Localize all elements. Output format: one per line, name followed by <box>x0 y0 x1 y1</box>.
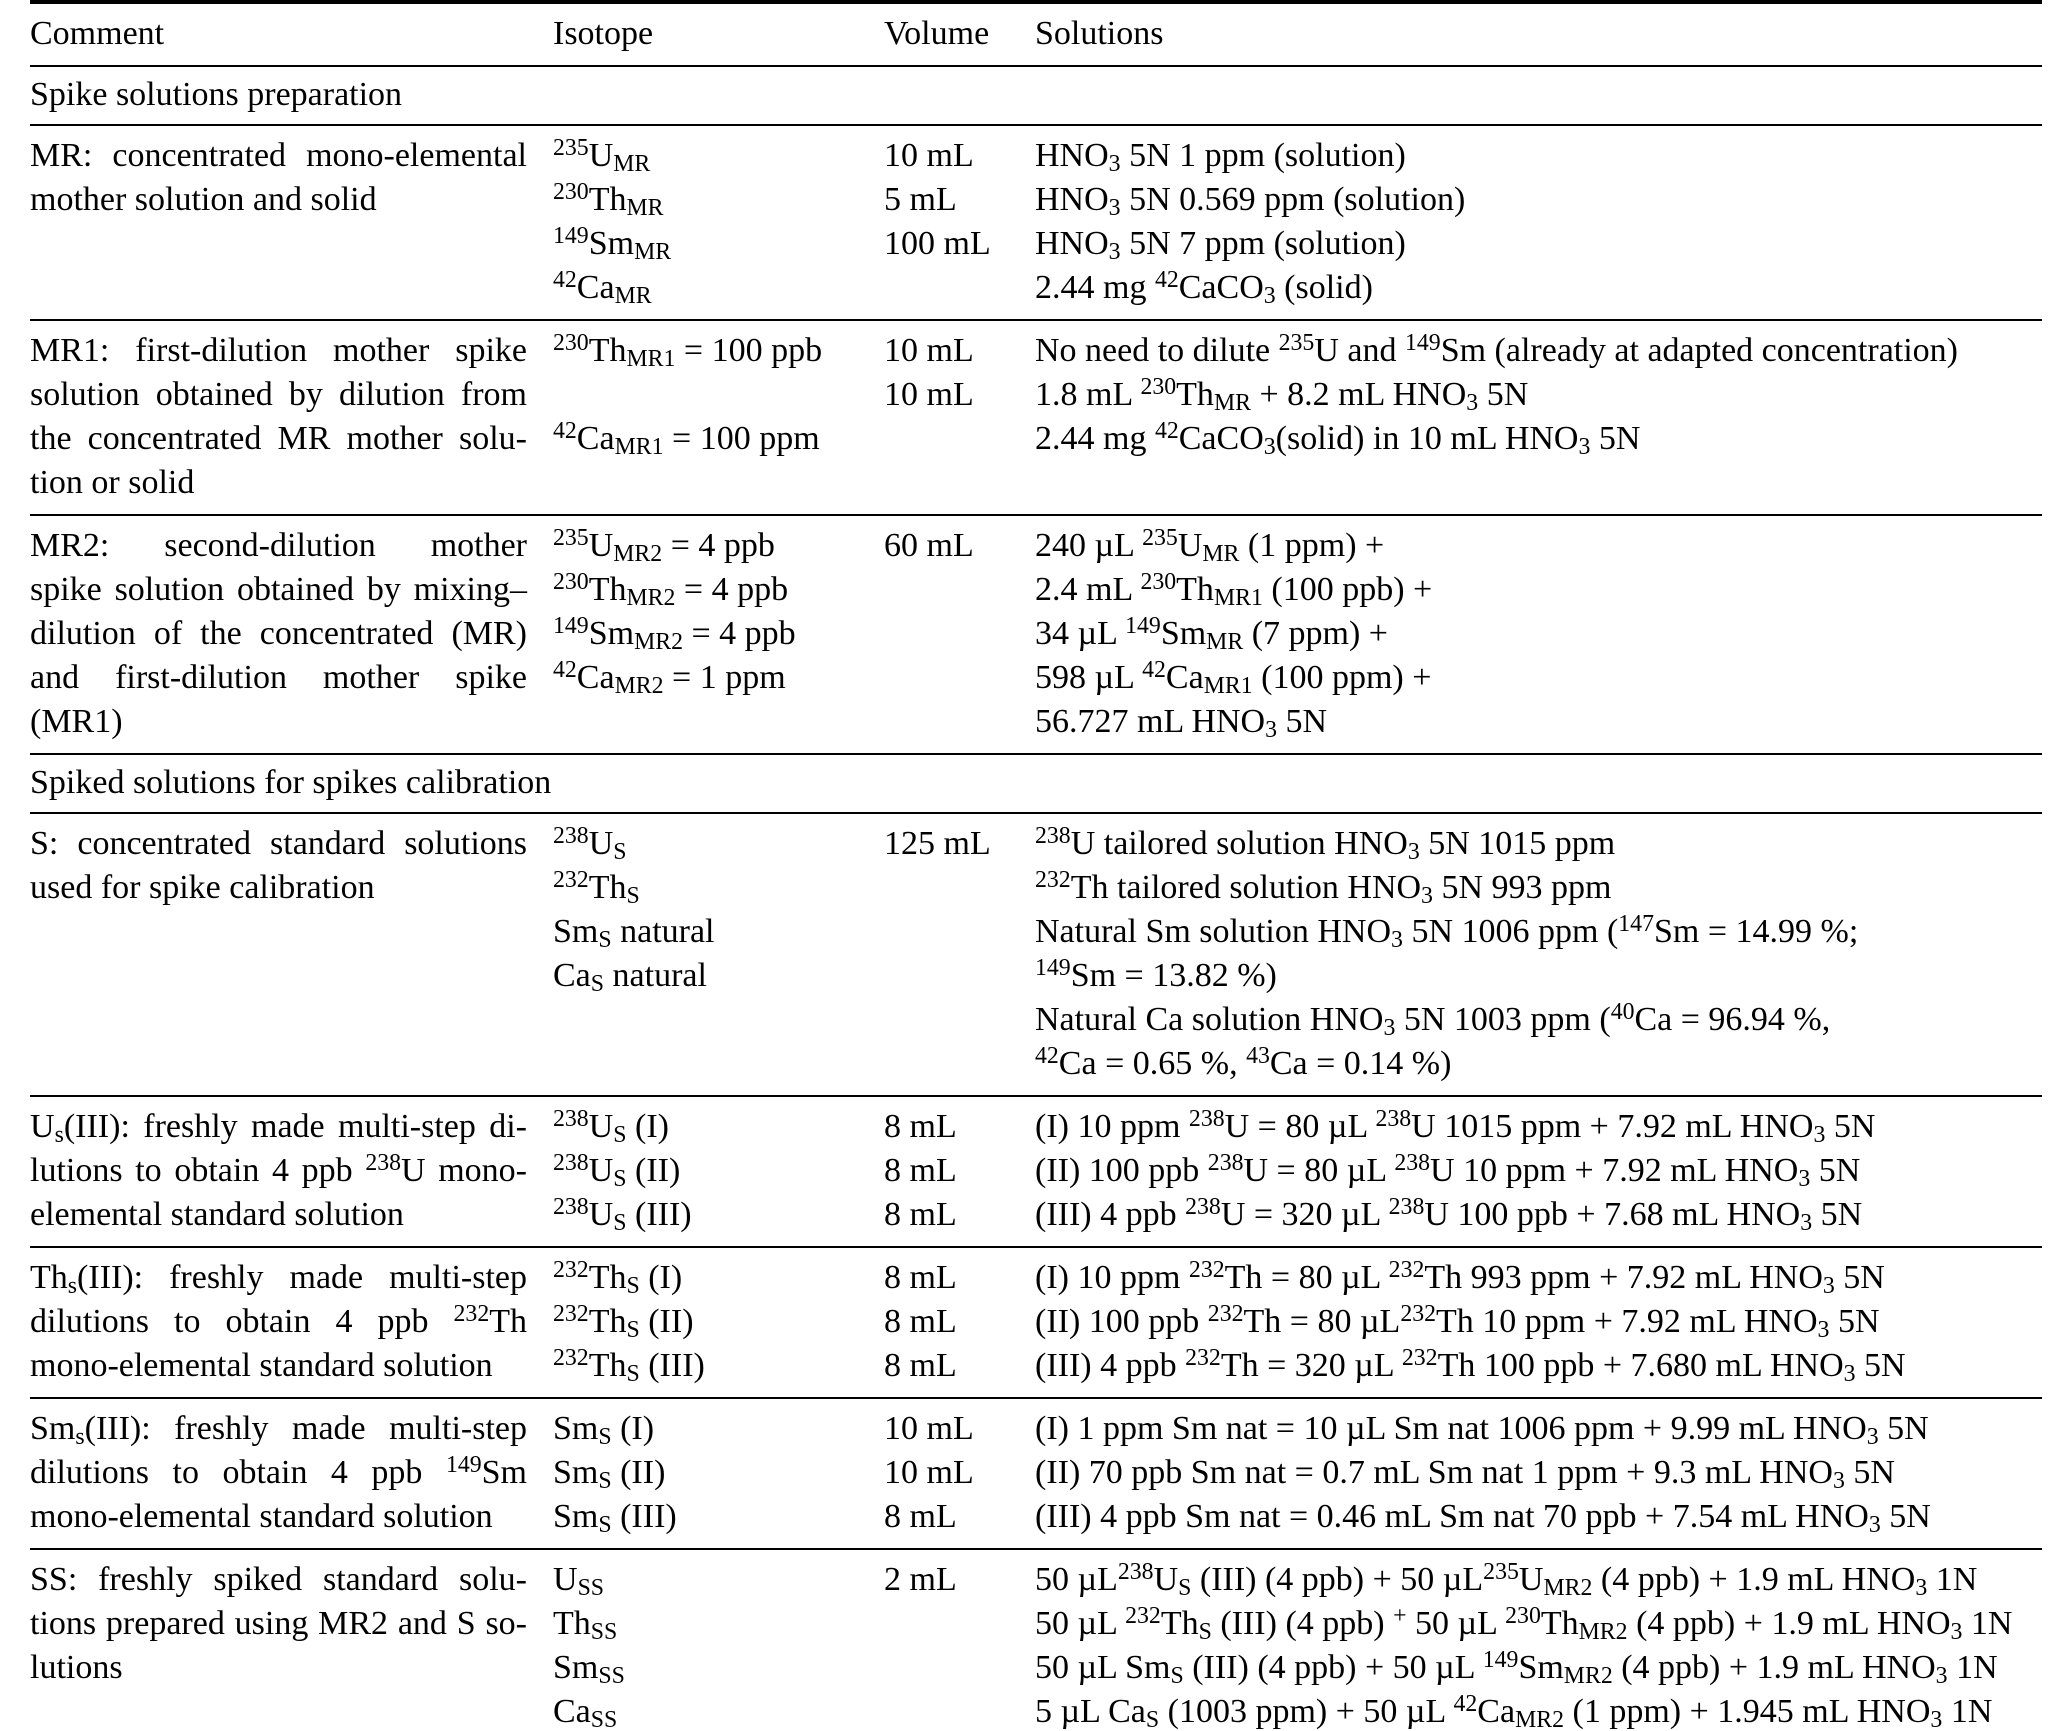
row-volume: 10 mL 5 mL 100 mL <box>884 137 991 262</box>
row-isotope: 238US (I) 238US (II) 238US (III) <box>553 1105 692 1237</box>
row-solutions: (I) 1 ppm Sm nat = 10 µL Sm nat 1006 ppm… <box>1035 1410 1931 1539</box>
row-volume: 60 mL <box>884 527 974 564</box>
row-isotope: SmS (I) SmS (II) SmS (III) <box>553 1410 677 1539</box>
table-row-mr: MR: concentrated mono-elemental mother so… <box>30 125 2042 320</box>
spike-solutions-table: Comment Isotope Volume Solutions Spike s… <box>30 0 2042 1731</box>
row-solutions: (I) 10 ppm 238U = 80 µL 238U 1015 ppm + … <box>1035 1105 1876 1237</box>
row-solutions: 238U tailored solution HNO3 5N 1015 ppm 2… <box>1035 822 1859 1082</box>
table-row-mr2: MR2: second-dilution mother spike solutio… <box>30 515 2042 754</box>
table-row-ths: Ths(III): freshly made multi-step dilutio… <box>30 1247 2042 1398</box>
row-volume: 10 mL 10 mL <box>884 332 974 413</box>
section-row-spikes-calibration: Spiked solutions for spikes calibration <box>30 754 2042 813</box>
table-row-sms: Sms(III): freshly made multi-step dilutio… <box>30 1398 2042 1549</box>
row-volume: 10 mL 10 mL 8 mL <box>884 1410 974 1535</box>
row-comment: MR1: first-dilution mother spike solution… <box>30 332 527 501</box>
row-comment: Us(III): freshly made multi-step di-luti… <box>30 1108 527 1233</box>
row-solutions: 50 µL238US (III) (4 ppb) + 50 µL235UMR2 … <box>1035 1558 2013 1731</box>
row-solutions: 240 µL 235UMR (1 ppm) +2.4 mL 230ThMR1 (… <box>1035 524 1433 744</box>
row-volume: 125 mL <box>884 825 991 862</box>
row-solutions: HNO3 5N 1 ppm (solution) HNO3 5N 0.569 pp… <box>1035 137 1466 310</box>
table-row-ss: SS: freshly spiked standard solu-tions p… <box>30 1549 2042 1731</box>
section-title: Spike solutions preparation <box>30 76 403 113</box>
header-row: Comment Isotope Volume Solutions <box>30 2 2042 66</box>
col-header-volume: Volume <box>884 15 990 52</box>
table-row-s: S: concentrated standard solutions used f… <box>30 813 2042 1096</box>
row-comment: S: concentrated standard solutions used f… <box>30 825 527 906</box>
row-isotope: USS ThSS SmSS CaSS <box>553 1561 625 1731</box>
row-comment: MR2: second-dilution mother spike solutio… <box>30 527 527 740</box>
row-isotope: 238US 232ThS SmS natural CaS natural <box>553 822 715 998</box>
row-volume: 8 mL 8 mL 8 mL <box>884 1259 957 1384</box>
row-isotope: 235UMR 230ThMR 149SmMR 42CaMR <box>553 134 672 310</box>
col-header-isotope: Isotope <box>553 15 654 52</box>
section-row-spike-preparation: Spike solutions preparation <box>30 66 2042 125</box>
row-comment: Ths(III): freshly made multi-step dilutio… <box>30 1259 527 1384</box>
row-isotope: 230ThMR1 = 100 ppb 42CaMR1 = 100 ppm <box>553 329 823 461</box>
table-row-us: Us(III): freshly made multi-step di-luti… <box>30 1096 2042 1247</box>
col-header-comment: Comment <box>30 15 165 52</box>
section-title: Spiked solutions for spikes calibration <box>30 764 552 801</box>
row-volume: 8 mL 8 mL 8 mL <box>884 1108 957 1233</box>
row-solutions: (I) 10 ppm 232Th = 80 µL 232Th 993 ppm +… <box>1035 1256 1906 1388</box>
row-comment: SS: freshly spiked standard solu-tions p… <box>30 1561 527 1686</box>
row-isotope: 235UMR2 = 4 ppb 230ThMR2 = 4 ppb 149SmMR2 … <box>553 524 796 700</box>
row-volume: 2 mL <box>884 1561 957 1598</box>
row-comment: MR: concentrated mono-elemental mother so… <box>30 137 527 218</box>
row-solutions: No need to dilute 235U and 149Sm (alread… <box>1035 329 1959 461</box>
table-row-mr1: MR1: first-dilution mother spike solution… <box>30 320 2042 515</box>
col-header-solutions: Solutions <box>1035 15 1164 52</box>
row-isotope: 232ThS (I) 232ThS (II) 232ThS (III) <box>553 1256 705 1388</box>
row-comment: Sms(III): freshly made multi-step dilutio… <box>30 1410 527 1535</box>
